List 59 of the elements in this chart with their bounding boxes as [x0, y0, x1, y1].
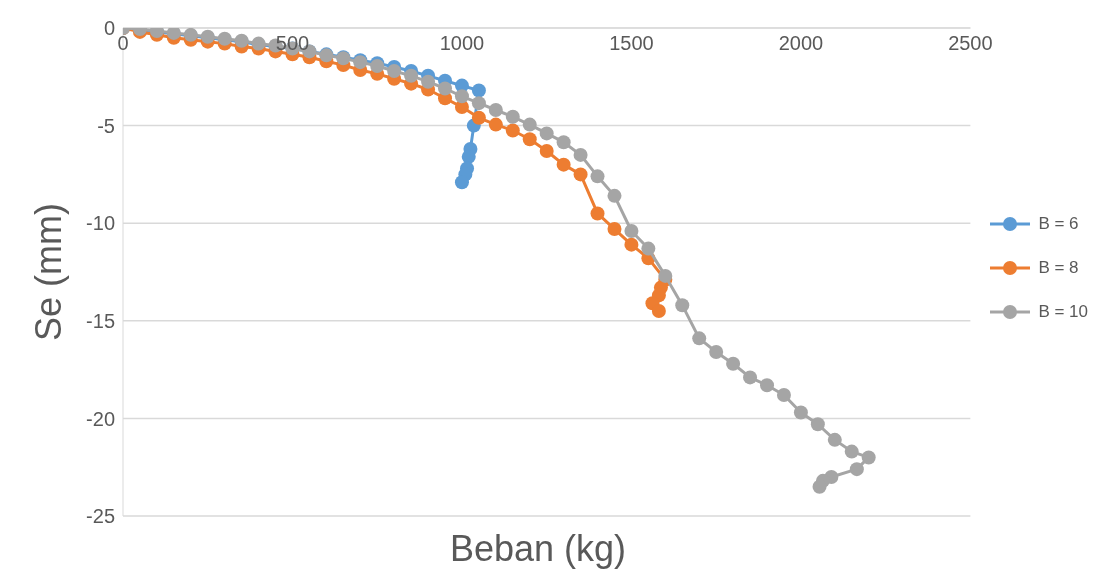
point [573, 167, 588, 182]
point [471, 110, 486, 125]
x-tick-label: 1000 [439, 32, 485, 54]
point [760, 378, 775, 393]
point [607, 188, 622, 203]
point [624, 224, 639, 239]
y-tick-label: -10 [86, 212, 115, 235]
point [658, 268, 673, 283]
point [454, 89, 469, 104]
point [793, 405, 808, 420]
point [849, 462, 864, 477]
point [556, 135, 571, 150]
x-tick-label: 0 [117, 32, 129, 54]
point [844, 444, 859, 459]
point [709, 345, 724, 360]
x-tick-label: 1500 [609, 32, 654, 54]
point [776, 387, 791, 402]
point [624, 237, 639, 252]
x-axis-title: Beban (kg) [448, 528, 628, 570]
y-tick-label: -15 [86, 309, 115, 332]
point [556, 157, 571, 172]
legend-label: B = 10 [1038, 302, 1088, 322]
legend-label: B = 6 [1038, 214, 1079, 234]
point [810, 417, 825, 432]
point [861, 450, 876, 465]
point [438, 81, 452, 96]
point [641, 241, 656, 256]
point [827, 432, 842, 447]
y-tick-label: -25 [86, 505, 115, 528]
point [421, 74, 436, 89]
point [590, 206, 605, 221]
point [522, 117, 537, 132]
point [743, 370, 758, 385]
y-tick-label: 0 [103, 17, 115, 40]
point [505, 109, 520, 124]
point [471, 96, 486, 111]
point [675, 298, 690, 313]
x-tick-label: 2500 [948, 32, 993, 54]
y-tick-label: -20 [86, 407, 115, 430]
point [539, 126, 554, 141]
point [404, 68, 419, 83]
point [522, 132, 537, 147]
point [590, 169, 605, 184]
point [812, 479, 827, 494]
x-tick-label: 2000 [778, 32, 824, 54]
y-axis-title: Se (mm) [27, 203, 69, 341]
legend-label: B = 8 [1038, 258, 1079, 278]
point [488, 102, 503, 117]
point [505, 123, 520, 138]
point [726, 356, 741, 371]
point [488, 117, 503, 132]
point [607, 222, 622, 237]
point [692, 331, 707, 346]
point [651, 304, 666, 319]
point [573, 147, 588, 162]
point [539, 143, 554, 158]
y-tick-label: -5 [97, 114, 115, 137]
point [454, 175, 469, 190]
point [471, 83, 486, 98]
